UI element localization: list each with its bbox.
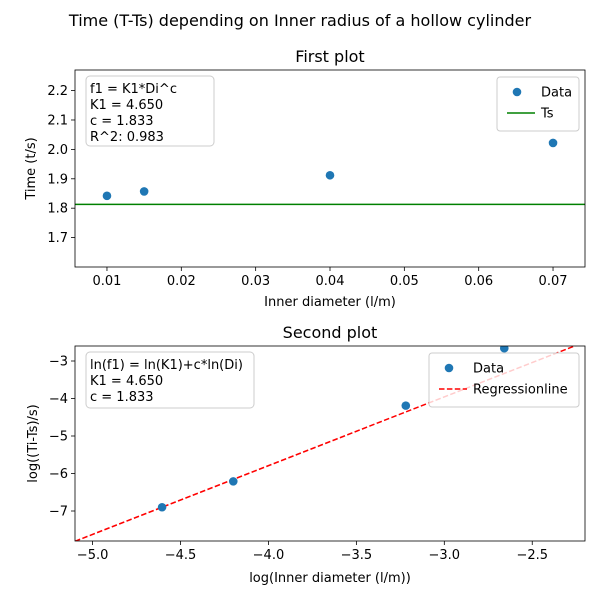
- y-tick-label: 1.7: [47, 231, 68, 246]
- y-tick-label: 2.2: [47, 84, 68, 99]
- legend-marker: [512, 87, 522, 97]
- data-point: [157, 502, 167, 512]
- data-point: [228, 477, 238, 486]
- y-tick-label: −5: [49, 430, 68, 445]
- x-axis-label: log(Inner diameter (l/m)): [249, 571, 411, 586]
- data-point: [102, 191, 112, 201]
- y-axis-label: log((Ti-Ts)/s): [26, 404, 41, 482]
- axes-frame: [74, 345, 586, 542]
- x-tick-label: −5.0: [77, 548, 109, 563]
- first-plot: First plot 0.01 0.02 0.03 0.04 0.05 0.06 0.07 1.…: [24, 47, 586, 310]
- legend: [428, 352, 580, 408]
- legend-label: Regressionline: [473, 383, 568, 398]
- annotation-line: ln(f1) = ln(K1)+c*ln(Di): [90, 358, 243, 373]
- x-tick-label: 0.05: [390, 274, 419, 289]
- x-tick-label: −4.0: [253, 548, 285, 563]
- data-point: [499, 346, 509, 353]
- annotation-line: K1 = 4.650: [90, 98, 163, 113]
- x-tick-label: 0.04: [316, 274, 345, 289]
- annotation-box: [85, 351, 255, 409]
- data-point: [548, 138, 558, 148]
- legend-label: Ts: [540, 107, 554, 122]
- x-tick-label: 0.03: [241, 274, 270, 289]
- x-tick-label: −3.5: [341, 548, 373, 563]
- data-point: [401, 401, 411, 410]
- plot-area: [75, 346, 577, 541]
- legend-label: Data: [473, 362, 504, 377]
- plot-title: Second plot: [283, 323, 378, 342]
- annotation-box: [85, 75, 215, 147]
- x-tick-label: 0.06: [464, 274, 493, 289]
- y-tick-label: 1.9: [47, 172, 68, 187]
- x-tick-label: 0.01: [92, 274, 121, 289]
- axes-frame: [74, 69, 586, 268]
- x-tick-label: 0.02: [167, 274, 196, 289]
- x-tick-label: −4.5: [165, 548, 197, 563]
- legend-label: Data: [541, 86, 572, 101]
- annotation-line: K1 = 4.650: [90, 374, 163, 389]
- annotation-line: c = 1.833: [90, 390, 154, 405]
- annotation-line: c = 1.833: [90, 114, 154, 129]
- y-tick-label: 2.1: [47, 113, 68, 128]
- y-tick-label: 1.8: [47, 202, 68, 217]
- x-tick-label: −2.5: [516, 548, 548, 563]
- second-plot: Second plot −5.0 −4.5 −4.0 −3.5 −3.0 −2.5 −7 −6 −…: [26, 323, 586, 586]
- plot-title: First plot: [295, 47, 364, 66]
- x-axis-label: Inner diameter (l/m): [264, 295, 396, 310]
- y-tick-label: −4: [49, 392, 68, 407]
- annotation-line: f1 = K1*Di^c: [90, 82, 177, 97]
- x-tick-label: −3.0: [429, 548, 461, 563]
- y-tick-label: −6: [49, 467, 68, 482]
- y-axis-label: Time (t/s): [24, 137, 39, 200]
- y-tick-label: −3: [49, 355, 68, 370]
- y-tick-label: 2.0: [47, 143, 68, 158]
- y-tick-label: −7: [49, 505, 68, 520]
- plot-area: [75, 138, 585, 206]
- data-point: [325, 170, 335, 180]
- data-point: [139, 187, 149, 196]
- annotation-line: R^2: 0.983: [90, 130, 164, 145]
- x-tick-label: 0.07: [539, 274, 568, 289]
- legend-marker: [444, 363, 454, 373]
- figure-title: Time (T-Ts) depending on Inner radius of…: [68, 11, 532, 30]
